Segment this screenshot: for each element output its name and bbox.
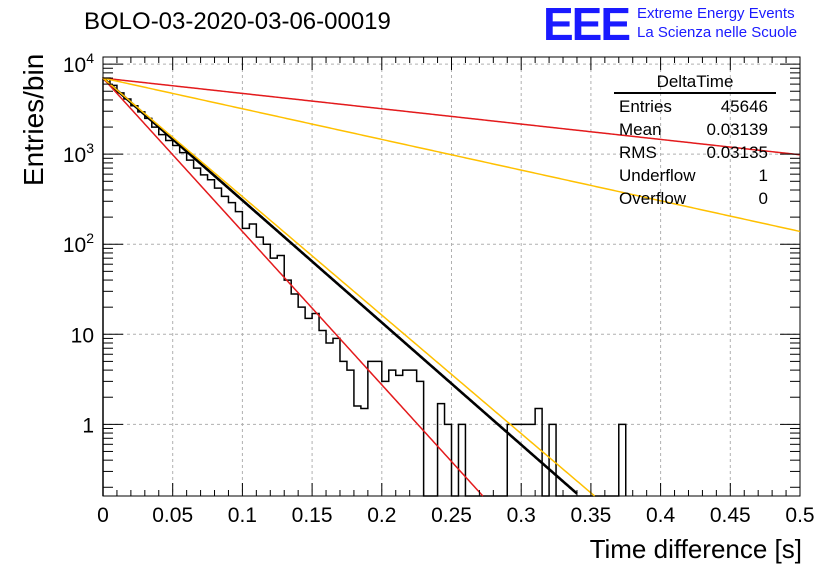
logo-caption: Extreme Energy Events La Scienza nelle S…	[637, 4, 797, 42]
stats-value: 45646	[720, 97, 768, 116]
fit-curve	[102, 77, 484, 497]
grid-lines	[103, 57, 800, 496]
stats-label: Mean	[619, 120, 662, 139]
logo-line-2: La Scienza nelle Scuole	[637, 24, 798, 41]
stats-title: DeltaTime	[614, 72, 776, 94]
y-tick-label: 103	[63, 140, 94, 167]
stats-label: Entries	[619, 97, 672, 116]
x-tick-label: 0.05	[152, 504, 193, 527]
x-tick-label: 0.4	[646, 504, 676, 527]
x-tick-label: 0.5	[785, 504, 814, 527]
stats-value: 0.03139	[706, 120, 768, 139]
stats-value: 1	[758, 166, 768, 185]
fit-curves	[102, 77, 801, 497]
stats-label: Underflow	[619, 166, 696, 185]
stats-label: Overflow	[619, 189, 687, 208]
stats-value: 0.03135	[706, 143, 768, 162]
fit-curve	[102, 77, 801, 156]
stats-row: Overflow 0	[614, 187, 776, 210]
stats-box: DeltaTime Entries 45646 Mean 0.03139 RMS 0.…	[614, 72, 776, 210]
x-tick-label: 0.2	[367, 504, 396, 527]
y-axis-label: Entries/bin	[18, 53, 49, 186]
stats-row: Mean 0.03139	[614, 118, 776, 141]
x-tick-label: 0	[97, 504, 109, 527]
x-tick-label: 0.35	[570, 504, 611, 527]
fit-curve	[102, 77, 578, 495]
histogram-bars	[102, 77, 627, 497]
logo-line-1: Extreme Energy Events	[637, 5, 795, 22]
fit-curve	[102, 77, 801, 233]
stats-row: RMS 0.03135	[614, 141, 776, 164]
y-tick-label: 10	[71, 324, 94, 347]
x-axis-label: Time difference [s]	[589, 534, 802, 564]
x-tick-label: 0.1	[228, 504, 257, 527]
eee-logo: EEE	[543, 0, 631, 50]
y-tick-label: 1	[82, 414, 94, 437]
x-tick-label: 0.15	[292, 504, 333, 527]
x-tick-label: 0.25	[431, 504, 472, 527]
x-tick-label: 0.3	[507, 504, 536, 527]
histogram-step	[102, 77, 627, 497]
axes: 0 0.05 0.1 0.15 0.2 0.25 0.3 0.35 0.4 0.45 0.51101…	[63, 50, 815, 527]
x-tick-label: 0.45	[710, 504, 751, 527]
plot-title: BOLO-03-2020-03-06-00019	[84, 8, 391, 35]
y-tick-label: 102	[63, 230, 94, 257]
stats-row: Entries 45646	[614, 95, 776, 118]
stats-value: 0	[758, 189, 768, 208]
stats-label: RMS	[619, 143, 657, 162]
fit-curve	[102, 77, 596, 497]
y-tick-label: 104	[63, 50, 94, 77]
stats-row: Underflow 1	[614, 164, 776, 187]
